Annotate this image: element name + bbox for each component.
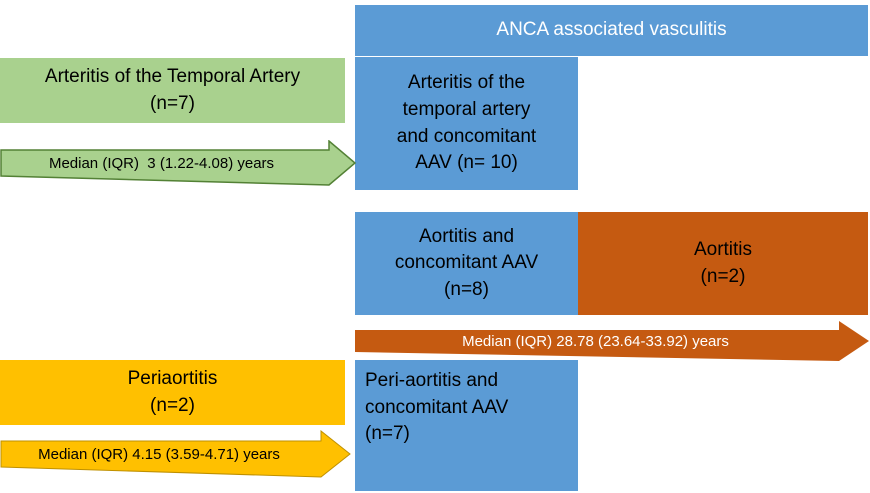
right-arrow-icon xyxy=(0,140,357,186)
anca-vasculitis-box: ANCA associated vasculitis xyxy=(355,5,868,56)
temporal-arteritis-box: Arteritis of the Temporal Artery (n=7) xyxy=(0,58,345,123)
aortitis-aav-label-line1: Aortitis and xyxy=(418,225,515,247)
periaortitis-aav-box: Peri-aortitis and concomitant AAV (n=7) xyxy=(355,360,578,491)
periaortitis-label-line1: Periaortitis xyxy=(127,367,218,389)
temporal-aav-label-line4: AAV (n= 10) xyxy=(415,152,518,174)
temporal-median-label: Median (IQR) 3 (1.22-4.08) years xyxy=(48,154,275,172)
periaortitis-median-arrow: Median (IQR) 4.15 (3.59-4.71) years xyxy=(0,430,352,478)
aortitis-median-arrow: Median (IQR) 28.78 (23.64-33.92) years xyxy=(355,321,870,361)
temporal-aav-label-line2: temporal artery xyxy=(402,98,531,120)
aortitis-aav-box: Aortitis and concomitant AAV (n=8) xyxy=(355,212,578,315)
aortitis-median-label: Median (IQR) 28.78 (23.64-33.92) years xyxy=(462,332,729,350)
temporal-median-arrow: Median (IQR) 3 (1.22-4.08) years xyxy=(0,140,357,186)
periaortitis-box: Periaortitis (n=2) xyxy=(0,360,345,425)
temporal-aav-label-line1: Arteritis of the xyxy=(407,72,526,94)
temporal-aav-box: Arteritis of the temporal artery and con… xyxy=(355,57,578,190)
aortitis-box: Aortitis (n=2) xyxy=(578,212,868,315)
periaortitis-aav-label-line2: concomitant AAV xyxy=(365,396,509,418)
temporal-arteritis-label-line1: Arteritis of the Temporal Artery xyxy=(44,65,301,87)
aortitis-aav-label-line2: concomitant AAV xyxy=(394,252,539,274)
aortitis-label-line2: (n=2) xyxy=(700,265,746,287)
periaortitis-aav-label-line3: (n=7) xyxy=(365,423,410,445)
temporal-aav-label-line3: and concomitant xyxy=(396,125,537,147)
aortitis-aav-label-line3: (n=8) xyxy=(444,278,489,300)
aortitis-label-line1: Aortitis xyxy=(693,238,753,260)
right-arrow-icon xyxy=(355,321,869,361)
periaortitis-aav-label-line1: Peri-aortitis and xyxy=(365,370,499,391)
right-arrow-icon xyxy=(0,430,351,478)
anca-vasculitis-label: ANCA associated vasculitis xyxy=(496,19,727,41)
temporal-arteritis-label-line2: (n=7) xyxy=(150,92,195,114)
periaortitis-median-label: Median (IQR) 4.15 (3.59-4.71) years xyxy=(38,445,280,463)
periaortitis-label-line2: (n=2) xyxy=(150,394,195,416)
